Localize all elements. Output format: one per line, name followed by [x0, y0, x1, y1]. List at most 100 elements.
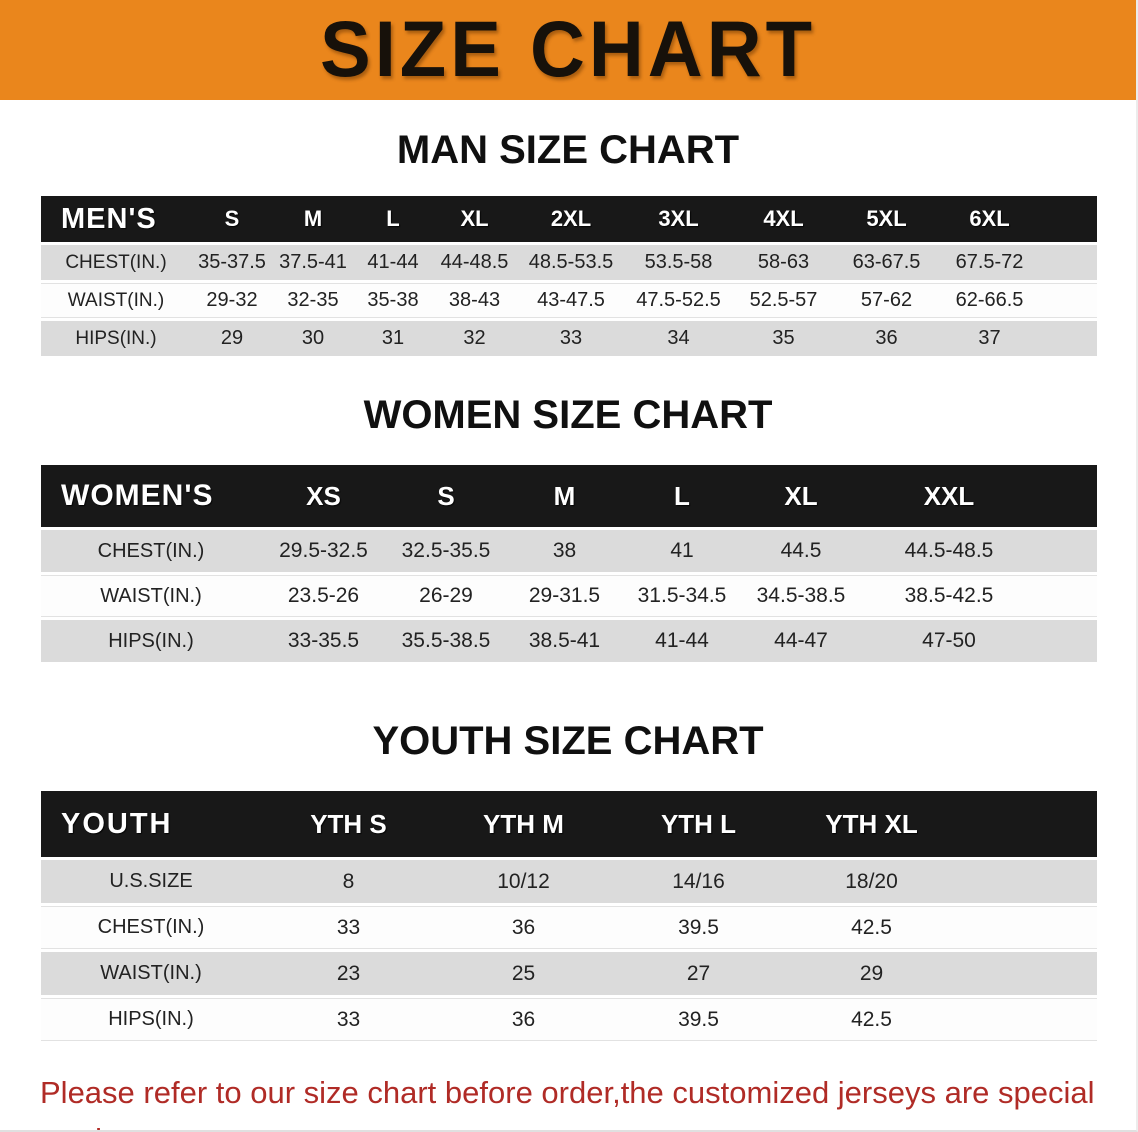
measurement-value: 33-35.5	[261, 620, 386, 662]
measurement-value: 62-66.5	[937, 283, 1097, 318]
measurement-value: 42.5	[786, 998, 1097, 1041]
measurement-value: 25	[436, 952, 611, 995]
measurement-value: 35-37.5	[191, 245, 273, 280]
women-section-heading: WOMEN SIZE CHART	[363, 393, 773, 437]
measurement-value: 67.5-72	[937, 245, 1097, 280]
measurement-value: 43-47.5	[516, 283, 626, 318]
measurement-value: 38-43	[433, 283, 516, 318]
measurement-row: WAIST(IN.) 23.5-26 26-29 29-31.5 31.5-34.5 34…	[41, 575, 1097, 617]
size-column-header: YTH XL	[786, 791, 1097, 857]
measurement-value: 38	[506, 530, 623, 572]
measurement-value: 29.5-32.5	[261, 530, 386, 572]
table-corner-label: WOMEN'S	[41, 465, 261, 527]
measurement-value: 14/16	[611, 860, 786, 903]
size-column-header: XXL	[861, 465, 1097, 527]
measurement-value: 36	[436, 998, 611, 1041]
size-header-row: YOUTH YTH S YTH M YTH L YTH XL	[41, 791, 1097, 857]
table-corner-label: YOUTH	[41, 791, 261, 857]
measurement-label: WAIST(IN.)	[41, 575, 261, 617]
measurement-label: HIPS(IN.)	[41, 321, 191, 356]
measurement-label: U.S.SIZE	[41, 860, 261, 903]
size-column-header: M	[506, 465, 623, 527]
measurement-value: 44.5	[741, 530, 861, 572]
measurement-row: HIPS(IN.) 29 30 31 32 33 34 35 36 37	[41, 321, 1097, 356]
measurement-value: 32.5-35.5	[386, 530, 506, 572]
measurement-value: 33	[261, 906, 436, 949]
size-column-header: 3XL	[626, 196, 731, 242]
measurement-value: 41-44	[623, 620, 741, 662]
measurement-value: 41	[623, 530, 741, 572]
size-column-header: L	[353, 196, 433, 242]
measurement-label: CHEST(IN.)	[41, 245, 191, 280]
measurement-value: 38.5-42.5	[861, 575, 1097, 617]
measurement-label: CHEST(IN.)	[41, 530, 261, 572]
measurement-value: 58-63	[731, 245, 836, 280]
measurement-value: 38.5-41	[506, 620, 623, 662]
measurement-label: HIPS(IN.)	[41, 620, 261, 662]
measurement-value: 44.5-48.5	[861, 530, 1097, 572]
size-header-row: MEN'S S M L XL 2XL 3XL 4XL 5XL 6XL	[41, 196, 1097, 242]
measurement-value: 39.5	[611, 906, 786, 949]
measurement-value: 33	[261, 998, 436, 1041]
size-column-header: YTH L	[611, 791, 786, 857]
measurement-value: 57-62	[836, 283, 937, 318]
measurement-label: HIPS(IN.)	[41, 998, 261, 1041]
measurement-value: 53.5-58	[626, 245, 731, 280]
measurement-value: 52.5-57	[731, 283, 836, 318]
measurement-value: 35	[731, 321, 836, 356]
measurement-value: 42.5	[786, 906, 1097, 949]
measurement-value: 18/20	[786, 860, 1097, 903]
measurement-row: HIPS(IN.) 33-35.5 35.5-38.5 38.5-41 41-44 44-…	[41, 620, 1097, 662]
measurement-value: 34	[626, 321, 731, 356]
measurement-value: 44-47	[741, 620, 861, 662]
size-column-header: YTH M	[436, 791, 611, 857]
men-section-heading: MAN SIZE CHART	[396, 128, 740, 172]
measurement-value: 8	[261, 860, 436, 903]
size-header-row: WOMEN'S XS S M L XL XXL	[41, 465, 1097, 527]
measurement-value: 35.5-38.5	[386, 620, 506, 662]
measurement-value: 32-35	[273, 283, 353, 318]
measurement-value: 29-32	[191, 283, 273, 318]
measurement-value: 33	[516, 321, 626, 356]
size-column-header: 2XL	[516, 196, 626, 242]
measurement-value: 32	[433, 321, 516, 356]
measurement-value: 26-29	[386, 575, 506, 617]
size-column-header: XL	[433, 196, 516, 242]
page-title: SIZE CHART	[320, 5, 816, 94]
measurement-label: CHEST(IN.)	[41, 906, 261, 949]
measurement-value: 29	[191, 321, 273, 356]
measurement-value: 37	[937, 321, 1097, 356]
measurement-value: 30	[273, 321, 353, 356]
measurement-value: 47.5-52.5	[626, 283, 731, 318]
table-corner-label: MEN'S	[41, 196, 191, 242]
measurement-value: 41-44	[353, 245, 433, 280]
size-column-header: XS	[261, 465, 386, 527]
measurement-value: 23.5-26	[261, 575, 386, 617]
size-column-header: 5XL	[836, 196, 937, 242]
measurement-value: 31.5-34.5	[623, 575, 741, 617]
size-column-header: 6XL	[937, 196, 1097, 242]
measurement-value: 37.5-41	[273, 245, 353, 280]
measurement-row: CHEST(IN.) 33 36 39.5 42.5	[41, 906, 1097, 949]
measurement-value: 23	[261, 952, 436, 995]
measurement-value: 27	[611, 952, 786, 995]
measurement-label: WAIST(IN.)	[41, 952, 261, 995]
youth-section-heading: YOUTH SIZE CHART	[372, 719, 764, 763]
measurement-value: 39.5	[611, 998, 786, 1041]
measurement-value: 31	[353, 321, 433, 356]
disclaimer-line-1: Please refer to our size chart before or…	[40, 1075, 1095, 1130]
measurement-label: WAIST(IN.)	[41, 283, 191, 318]
measurement-row: CHEST(IN.) 35-37.5 37.5-41 41-44 44-48.5 48.5…	[41, 245, 1097, 280]
measurement-value: 34.5-38.5	[741, 575, 861, 617]
size-column-header: S	[386, 465, 506, 527]
measurement-row: WAIST(IN.) 23 25 27 29	[41, 952, 1097, 995]
men-size-table: MEN'S S M L XL 2XL 3XL 4XL 5XL 6XL CHEST(IN.) 35-37…	[41, 193, 1097, 359]
youth-size-table: YOUTH YTH S YTH M YTH L YTH XL U.S.SIZE 8 10/12…	[41, 788, 1097, 1044]
measurement-value: 44-48.5	[433, 245, 516, 280]
title-banner: SIZE CHART	[0, 0, 1136, 100]
measurement-row: WAIST(IN.) 29-32 32-35 35-38 38-43 43-47.5 47.…	[41, 283, 1097, 318]
measurement-value: 36	[436, 906, 611, 949]
measurement-value: 29	[786, 952, 1097, 995]
measurement-value: 35-38	[353, 283, 433, 318]
